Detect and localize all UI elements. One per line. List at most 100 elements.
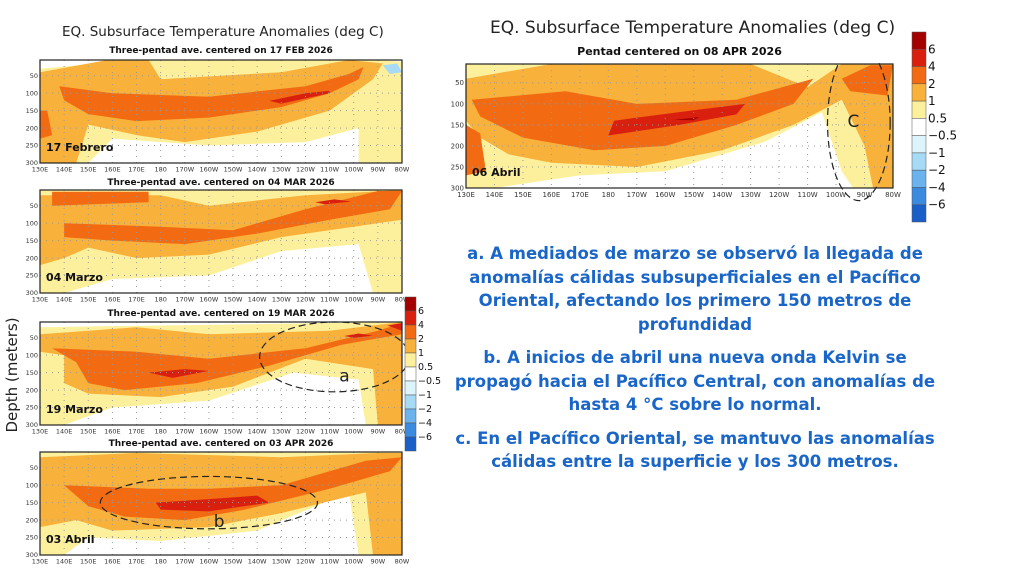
x-tick-label: 160W xyxy=(200,428,219,436)
x-tick-label: 170E xyxy=(128,166,145,174)
y-tick-label: 300 xyxy=(26,289,38,297)
anomaly-region-2 xyxy=(466,124,486,176)
highlight-ellipse xyxy=(99,475,319,530)
x-tick-label: 140W xyxy=(248,428,267,436)
x-tick-label: 180 xyxy=(154,166,166,174)
panel-subtitle: Three-pentad ave. centered on 17 FEB 202… xyxy=(109,46,333,56)
x-tick-label: 130E xyxy=(32,428,49,436)
y-tick-label: 50 xyxy=(455,79,464,87)
x-tick-label: 130W xyxy=(272,296,291,304)
colorbar-label: 1 xyxy=(418,348,424,359)
x-tick-label: 170W xyxy=(175,558,194,566)
x-tick-label: 130E xyxy=(32,166,49,174)
right-figure-title: EQ. Subsurface Temperature Anomalies (de… xyxy=(490,18,896,38)
x-tick-label: 170E xyxy=(128,558,145,566)
anomaly-region-4 xyxy=(148,369,209,378)
y-tick-label: 200 xyxy=(451,142,464,150)
y-tick-label: 150 xyxy=(26,237,38,245)
colorbar-swatch xyxy=(404,394,417,410)
y-tick-label: 50 xyxy=(30,464,38,472)
colorbar-swatch xyxy=(404,422,417,438)
x-tick-label: 140E xyxy=(56,166,73,174)
anomaly-region-2 xyxy=(59,67,364,122)
anomaly-region-2 xyxy=(471,78,814,151)
colorbar-swatch xyxy=(404,324,417,340)
y-tick-label: 200 xyxy=(26,254,38,262)
x-tick-label: 100W xyxy=(826,191,846,199)
x-tick-label: 80W xyxy=(885,191,901,199)
x-tick-label: 130W xyxy=(272,428,291,436)
x-tick-label: 130E xyxy=(32,558,49,566)
x-tick-label: 170E xyxy=(128,428,145,436)
x-tick-label: 170E xyxy=(128,296,145,304)
colorbar-label: 0.5 xyxy=(418,362,433,373)
y-tick-label: 250 xyxy=(451,163,464,171)
colorbar-label: −6 xyxy=(928,198,946,212)
x-tick-label: 140E xyxy=(56,558,73,566)
y-tick-label: 250 xyxy=(26,404,38,412)
left-figure-title: EQ. Subsurface Temperature Anomalies (de… xyxy=(62,24,384,40)
x-tick-label: 150W xyxy=(224,558,243,566)
colorbar-swatch xyxy=(404,310,417,326)
x-tick-label: 110W xyxy=(320,296,339,304)
x-tick-label: 150W xyxy=(224,166,243,174)
colorbar-swatch xyxy=(911,49,927,67)
x-tick-label: 160E xyxy=(104,296,121,304)
x-tick-label: 110W xyxy=(320,558,339,566)
notes-block: a. A mediados de marzo se observó la lle… xyxy=(445,242,945,484)
colorbar-label: 2 xyxy=(418,334,424,345)
x-tick-label: 140W xyxy=(248,296,267,304)
plot-frame xyxy=(39,451,403,556)
x-tick-label: 160E xyxy=(104,166,121,174)
panel-19-mar: 130E 140E 150E 160E 170E 180 170W 160W 150W 140W 1… xyxy=(26,321,410,436)
x-tick-label: 140W xyxy=(712,191,732,199)
colorbar-label: −0.5 xyxy=(928,129,957,143)
x-tick-label: 170W xyxy=(175,166,194,174)
x-tick-label: 80W xyxy=(395,296,410,304)
x-tick-label: 160W xyxy=(200,166,219,174)
colorbar-label: 6 xyxy=(928,42,936,56)
panel-04-mar: 130E 140E 150E 160E 170E 180 170W 160W 150W 140W 1… xyxy=(26,189,410,304)
colorbar-swatch xyxy=(911,31,927,50)
x-tick-label: 120W xyxy=(296,558,315,566)
x-tick-label: 170W xyxy=(175,428,194,436)
x-tick-label: 130E xyxy=(32,296,49,304)
colorbar-swatch xyxy=(404,366,417,382)
x-tick-label: 90W xyxy=(857,191,873,199)
depth-axis-label: Depth (meters) xyxy=(3,317,21,433)
note-a: a. A mediados de marzo se observó la lle… xyxy=(467,244,923,334)
annotation-label: a xyxy=(339,366,349,386)
colorbar-swatch xyxy=(911,169,927,188)
y-tick-label: 150 xyxy=(26,107,38,115)
panel-date-label: 19 Marzo xyxy=(46,403,103,416)
x-tick-label: 130W xyxy=(272,166,291,174)
x-tick-label: 100W xyxy=(344,558,363,566)
x-tick-label: 80W xyxy=(395,428,410,436)
anomaly-region-2 xyxy=(52,191,149,206)
y-tick-label: 100 xyxy=(451,100,464,108)
anomaly-region-2 xyxy=(40,110,53,139)
anomaly-region-4 xyxy=(315,199,352,205)
annotation-label: C xyxy=(847,112,859,132)
y-tick-label: 50 xyxy=(30,202,38,210)
y-tick-label: 100 xyxy=(26,219,38,227)
colorbar-swatch xyxy=(911,100,927,119)
colorbar-label: 4 xyxy=(418,320,424,331)
x-tick-label: 160E xyxy=(104,558,121,566)
colorbar-label: −4 xyxy=(928,180,946,194)
x-tick-label: 120W xyxy=(769,191,789,199)
x-tick-label: 170W xyxy=(175,296,194,304)
anomaly-region-2 xyxy=(64,191,402,245)
y-tick-label: 100 xyxy=(26,89,38,97)
y-tick-label: 300 xyxy=(26,551,38,559)
x-tick-label: 100W xyxy=(344,296,363,304)
panel-date-label: 03 Abril xyxy=(46,533,95,546)
anomaly-region-6 xyxy=(673,117,700,121)
colorbar-swatch xyxy=(404,380,417,396)
y-tick-label: 250 xyxy=(26,142,38,150)
y-tick-label: 300 xyxy=(26,159,38,167)
x-tick-label: 130W xyxy=(272,558,291,566)
anomaly-region-2 xyxy=(841,65,893,96)
x-tick-label: 90W xyxy=(371,296,386,304)
x-tick-label: 80W xyxy=(395,558,410,566)
